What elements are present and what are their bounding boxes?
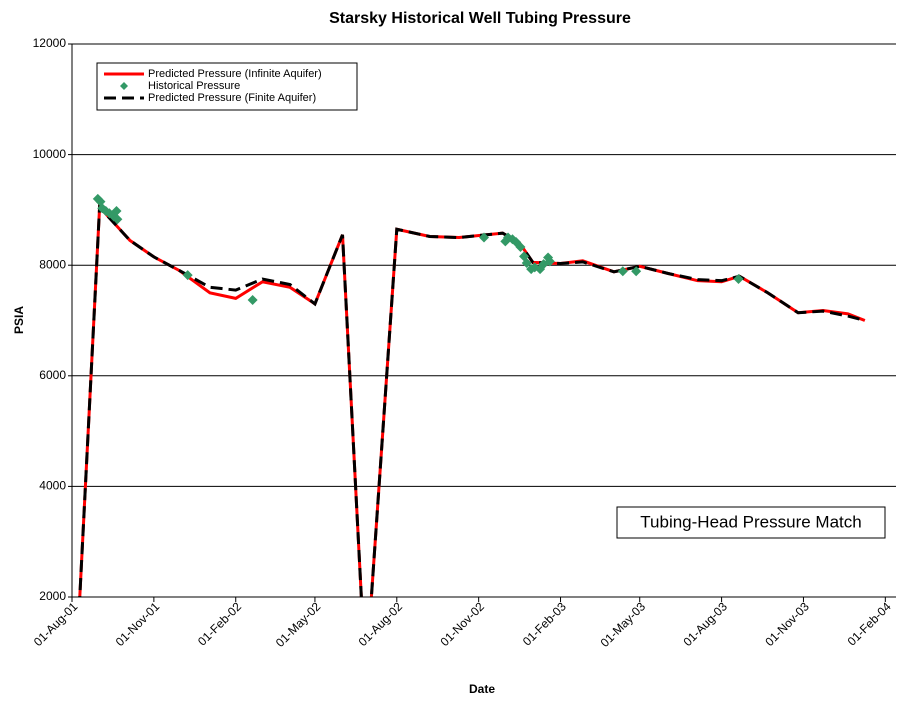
data-point — [479, 232, 489, 243]
legend: Predicted Pressure (Infinite Aquifer)His… — [96, 62, 358, 111]
data-point — [521, 257, 532, 268]
data-point — [111, 206, 122, 217]
y-tick-label: 2000 — [39, 589, 66, 603]
data-point — [544, 256, 555, 267]
data-point — [182, 270, 193, 281]
y-tick-label: 4000 — [39, 479, 66, 493]
x-axis-label: Date — [469, 682, 495, 696]
annotation: Tubing-Head Pressure Match — [640, 512, 861, 531]
legend-label: Predicted Pressure (Infinite Aquifer) — [148, 68, 322, 80]
y-tick-label: 6000 — [39, 368, 66, 382]
legend-marker — [120, 82, 128, 90]
chart-title: Starsky Historical Well Tubing Pressure — [329, 10, 631, 27]
data-point — [733, 274, 744, 285]
data-point — [503, 232, 514, 243]
y-tick-label: 8000 — [39, 257, 66, 271]
data-point — [617, 266, 628, 277]
plot — [78, 193, 866, 597]
annotation-box — [616, 506, 886, 539]
legend-label: Predicted Pressure (Finite Aquifer) — [148, 92, 316, 104]
data-point — [112, 214, 123, 225]
y-tick-label: 12000 — [33, 36, 67, 50]
y-axis-label: PSIA — [12, 306, 26, 334]
legend-box — [96, 62, 358, 111]
legend-label: Historical Pressure — [148, 80, 240, 92]
data-point — [247, 295, 258, 306]
y-tick-label: 10000 — [33, 147, 67, 161]
data-point — [631, 266, 642, 277]
data-point — [515, 241, 526, 252]
